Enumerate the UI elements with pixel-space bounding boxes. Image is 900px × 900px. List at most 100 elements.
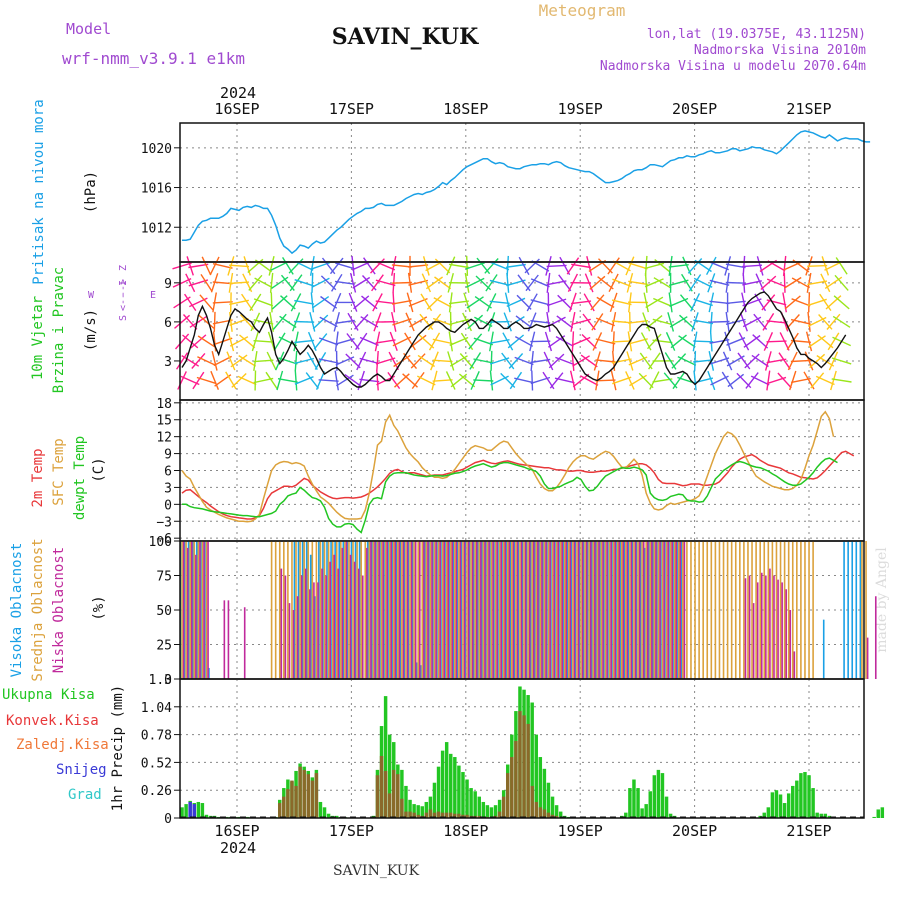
- wind-barb: [288, 258, 304, 274]
- wind-barb: [421, 273, 432, 293]
- wind-barb: [449, 318, 469, 326]
- clouds-tick-label: 50: [156, 604, 172, 619]
- pressure-labels: Pritisak na nivou mora (hPa): [31, 99, 99, 284]
- wind-barb: [318, 337, 339, 346]
- precip-bar: [424, 812, 429, 818]
- wind-barb: [555, 356, 575, 366]
- wind-barb: [306, 351, 318, 370]
- wind-barb: [592, 332, 603, 351]
- wind-barb: [544, 331, 553, 352]
- wind-barb: [425, 260, 444, 272]
- precip-bar: [782, 803, 787, 818]
- wind-barb: [644, 278, 664, 288]
- wind-barb: [580, 354, 598, 368]
- temperature-tick-label: 0: [164, 498, 172, 513]
- precip-legend-convective: Konvek.Kisa: [6, 713, 99, 729]
- top-day-label: 18SEP: [443, 100, 488, 118]
- plot-layer: 101210161020369−6−3036912151802550751000…: [141, 100, 885, 840]
- cloud-labels: Visoka Oblacnost Srednja Oblacnost Niska…: [9, 538, 107, 681]
- wind-barb: [428, 332, 441, 351]
- wind-barb: [525, 274, 539, 292]
- top-day-label: 16SEP: [214, 100, 259, 118]
- wind-barb: [784, 295, 801, 310]
- wind-barb: [570, 311, 576, 332]
- wind-barb: [434, 276, 452, 290]
- wind-barb: [611, 311, 617, 332]
- clouds-tick-label: 0: [164, 673, 172, 688]
- wind-barb: [391, 299, 412, 305]
- wind-barb: [184, 293, 197, 311]
- wind-barb: [645, 296, 664, 309]
- precip-bar: [444, 812, 449, 818]
- wind-barb: [779, 332, 790, 351]
- wind-barb: [239, 314, 255, 330]
- precip-bar: [440, 750, 445, 818]
- wind-barb: [334, 370, 339, 391]
- wind-barb: [250, 312, 261, 332]
- wind-barb: [311, 272, 314, 293]
- precip-bar: [379, 755, 384, 818]
- wind-barb: [766, 320, 787, 324]
- wind-barb: [652, 339, 673, 344]
- pressure-tick-label: 1020: [141, 142, 172, 157]
- wind-barb: [809, 353, 826, 369]
- precip-bar: [387, 734, 392, 818]
- precip-bar: [408, 811, 412, 818]
- wind-barb: [737, 352, 751, 370]
- wind-barb: [253, 340, 274, 343]
- precip-tick-label: 1.3: [149, 673, 172, 688]
- precip-bar: [522, 715, 526, 818]
- wind-barb: [334, 319, 355, 324]
- wind-barb: [468, 333, 483, 350]
- wind-barb: [225, 371, 237, 390]
- wind-barb: [239, 334, 256, 349]
- wind-barb: [269, 272, 274, 293]
- wind-barb: [374, 331, 381, 352]
- year-label-top: 2024: [220, 84, 256, 102]
- wind-barb: [432, 317, 453, 326]
- wind-tick-label: 3: [164, 355, 172, 370]
- wind-barb: [229, 281, 250, 285]
- bottom-day-label: 16SEP: [214, 822, 259, 840]
- wind-barb: [489, 339, 510, 344]
- wind-barb: [331, 273, 343, 292]
- wind-barb: [783, 272, 786, 293]
- wind-barb: [826, 313, 841, 330]
- precip-bar: [668, 813, 673, 818]
- wind-barb: [628, 262, 648, 270]
- wind-barb: [750, 375, 770, 386]
- wind-barb: [693, 319, 714, 325]
- precip-bar: [485, 805, 490, 818]
- wind-barb: [626, 351, 634, 371]
- precip-bar: [412, 812, 416, 818]
- precip-bar: [428, 796, 433, 818]
- wind-barb: [589, 275, 606, 290]
- precip-bar: [880, 807, 885, 818]
- wind-barb: [612, 278, 632, 288]
- wind-barb: [669, 316, 688, 328]
- wind-panel: 3 6 9: [164, 255, 865, 401]
- precip-bar: [396, 774, 400, 818]
- wind-barb: [543, 351, 554, 371]
- precip-bar: [497, 799, 502, 818]
- wind-barb: [407, 272, 413, 293]
- wind-barb: [653, 277, 672, 289]
- wind-barb: [201, 256, 212, 276]
- wind-barb: [807, 280, 828, 286]
- precip-bar: [481, 801, 486, 818]
- precip-labels: Ukupna Kisa Konvek.Kisa Zaledj.Kisa Snij…: [2, 685, 126, 811]
- wind-barb: [804, 351, 814, 371]
- wind-barb: [579, 375, 599, 386]
- precip-tick-label: 0.52: [141, 756, 172, 771]
- wind-barb: [595, 317, 615, 327]
- precip-bar: [428, 809, 433, 818]
- precip-tick-label: 0.78: [141, 729, 172, 744]
- wind-barb: [294, 260, 314, 271]
- wind-barb: [269, 311, 274, 332]
- wind-barb: [625, 256, 635, 276]
- wind-barb: [724, 331, 732, 352]
- wind-barb: [392, 318, 412, 326]
- wind-barb: [372, 293, 383, 312]
- wind-barb: [827, 332, 840, 351]
- wind-barb: [653, 297, 672, 307]
